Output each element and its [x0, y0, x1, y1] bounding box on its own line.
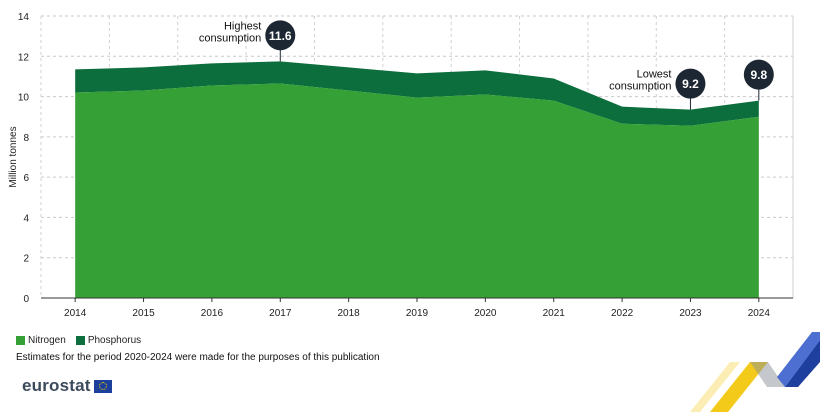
- y-tick-label: 12: [18, 52, 30, 63]
- logo-text: eurostat: [22, 376, 91, 395]
- legend-swatch-nitrogen: [16, 336, 25, 345]
- x-tick-label: 2019: [406, 308, 429, 319]
- eurostat-logo[interactable]: eurostat: [22, 376, 112, 396]
- y-tick-label: 8: [23, 133, 29, 144]
- legend-item-phosphorus[interactable]: Phosphorus: [75, 335, 142, 346]
- legend-swatch-phosphorus: [75, 336, 85, 345]
- eu-flag-icon: [93, 379, 112, 393]
- annotation-badge: [265, 20, 296, 51]
- annotation-value: 9.2: [682, 77, 699, 91]
- legend-label-phosphorus: Phosphorus: [87, 335, 142, 346]
- x-tick-label: 2021: [543, 308, 566, 319]
- legend-label-nitrogen: Nitrogen: [28, 335, 66, 346]
- x-tick-label: 2022: [611, 308, 634, 319]
- x-tick-label: 2017: [269, 308, 292, 319]
- annotation-label: consumption: [199, 32, 261, 44]
- area-nitrogen: [75, 83, 759, 298]
- x-tick-label: 2018: [338, 308, 361, 319]
- y-tick-label: 14: [18, 12, 30, 23]
- decorative-chevron-icon: [690, 332, 820, 412]
- annotation-value: 11.6: [269, 29, 292, 43]
- x-tick-label: 2024: [748, 308, 771, 319]
- annotation-badge: [743, 59, 774, 90]
- annotation-badge: [675, 68, 706, 99]
- footnote: Estimates for the period 2020-2024 were …: [16, 352, 380, 363]
- area-phosphorus: [75, 61, 759, 126]
- legend-item-nitrogen[interactable]: Nitrogen: [16, 335, 66, 346]
- annotation-label: consumption: [609, 81, 671, 93]
- y-axis-label: Million tonnes: [8, 126, 19, 187]
- annotation-label: Highest: [224, 20, 261, 32]
- y-tick-label: 10: [18, 93, 30, 104]
- chart: 0 2 4 6 8 10 12 14 2014 2015 2016 2017 2018 2019 2020 2…: [8, 12, 794, 319]
- y-tick-label: 2: [23, 254, 29, 265]
- x-tick-label: 2016: [201, 308, 224, 319]
- annotation-label: Lowest: [637, 69, 672, 81]
- annotation-value: 9.8: [750, 68, 767, 82]
- x-tick-label: 2020: [474, 308, 497, 319]
- y-tick-label: 4: [23, 213, 29, 224]
- x-tick-label: 2015: [132, 308, 155, 319]
- x-tick-label: 2023: [679, 308, 702, 319]
- y-tick-label: 0: [23, 294, 29, 305]
- y-tick-label: 6: [23, 173, 29, 184]
- x-tick-label: 2014: [64, 308, 87, 319]
- legend: Nitrogen Phosphorus: [16, 335, 145, 346]
